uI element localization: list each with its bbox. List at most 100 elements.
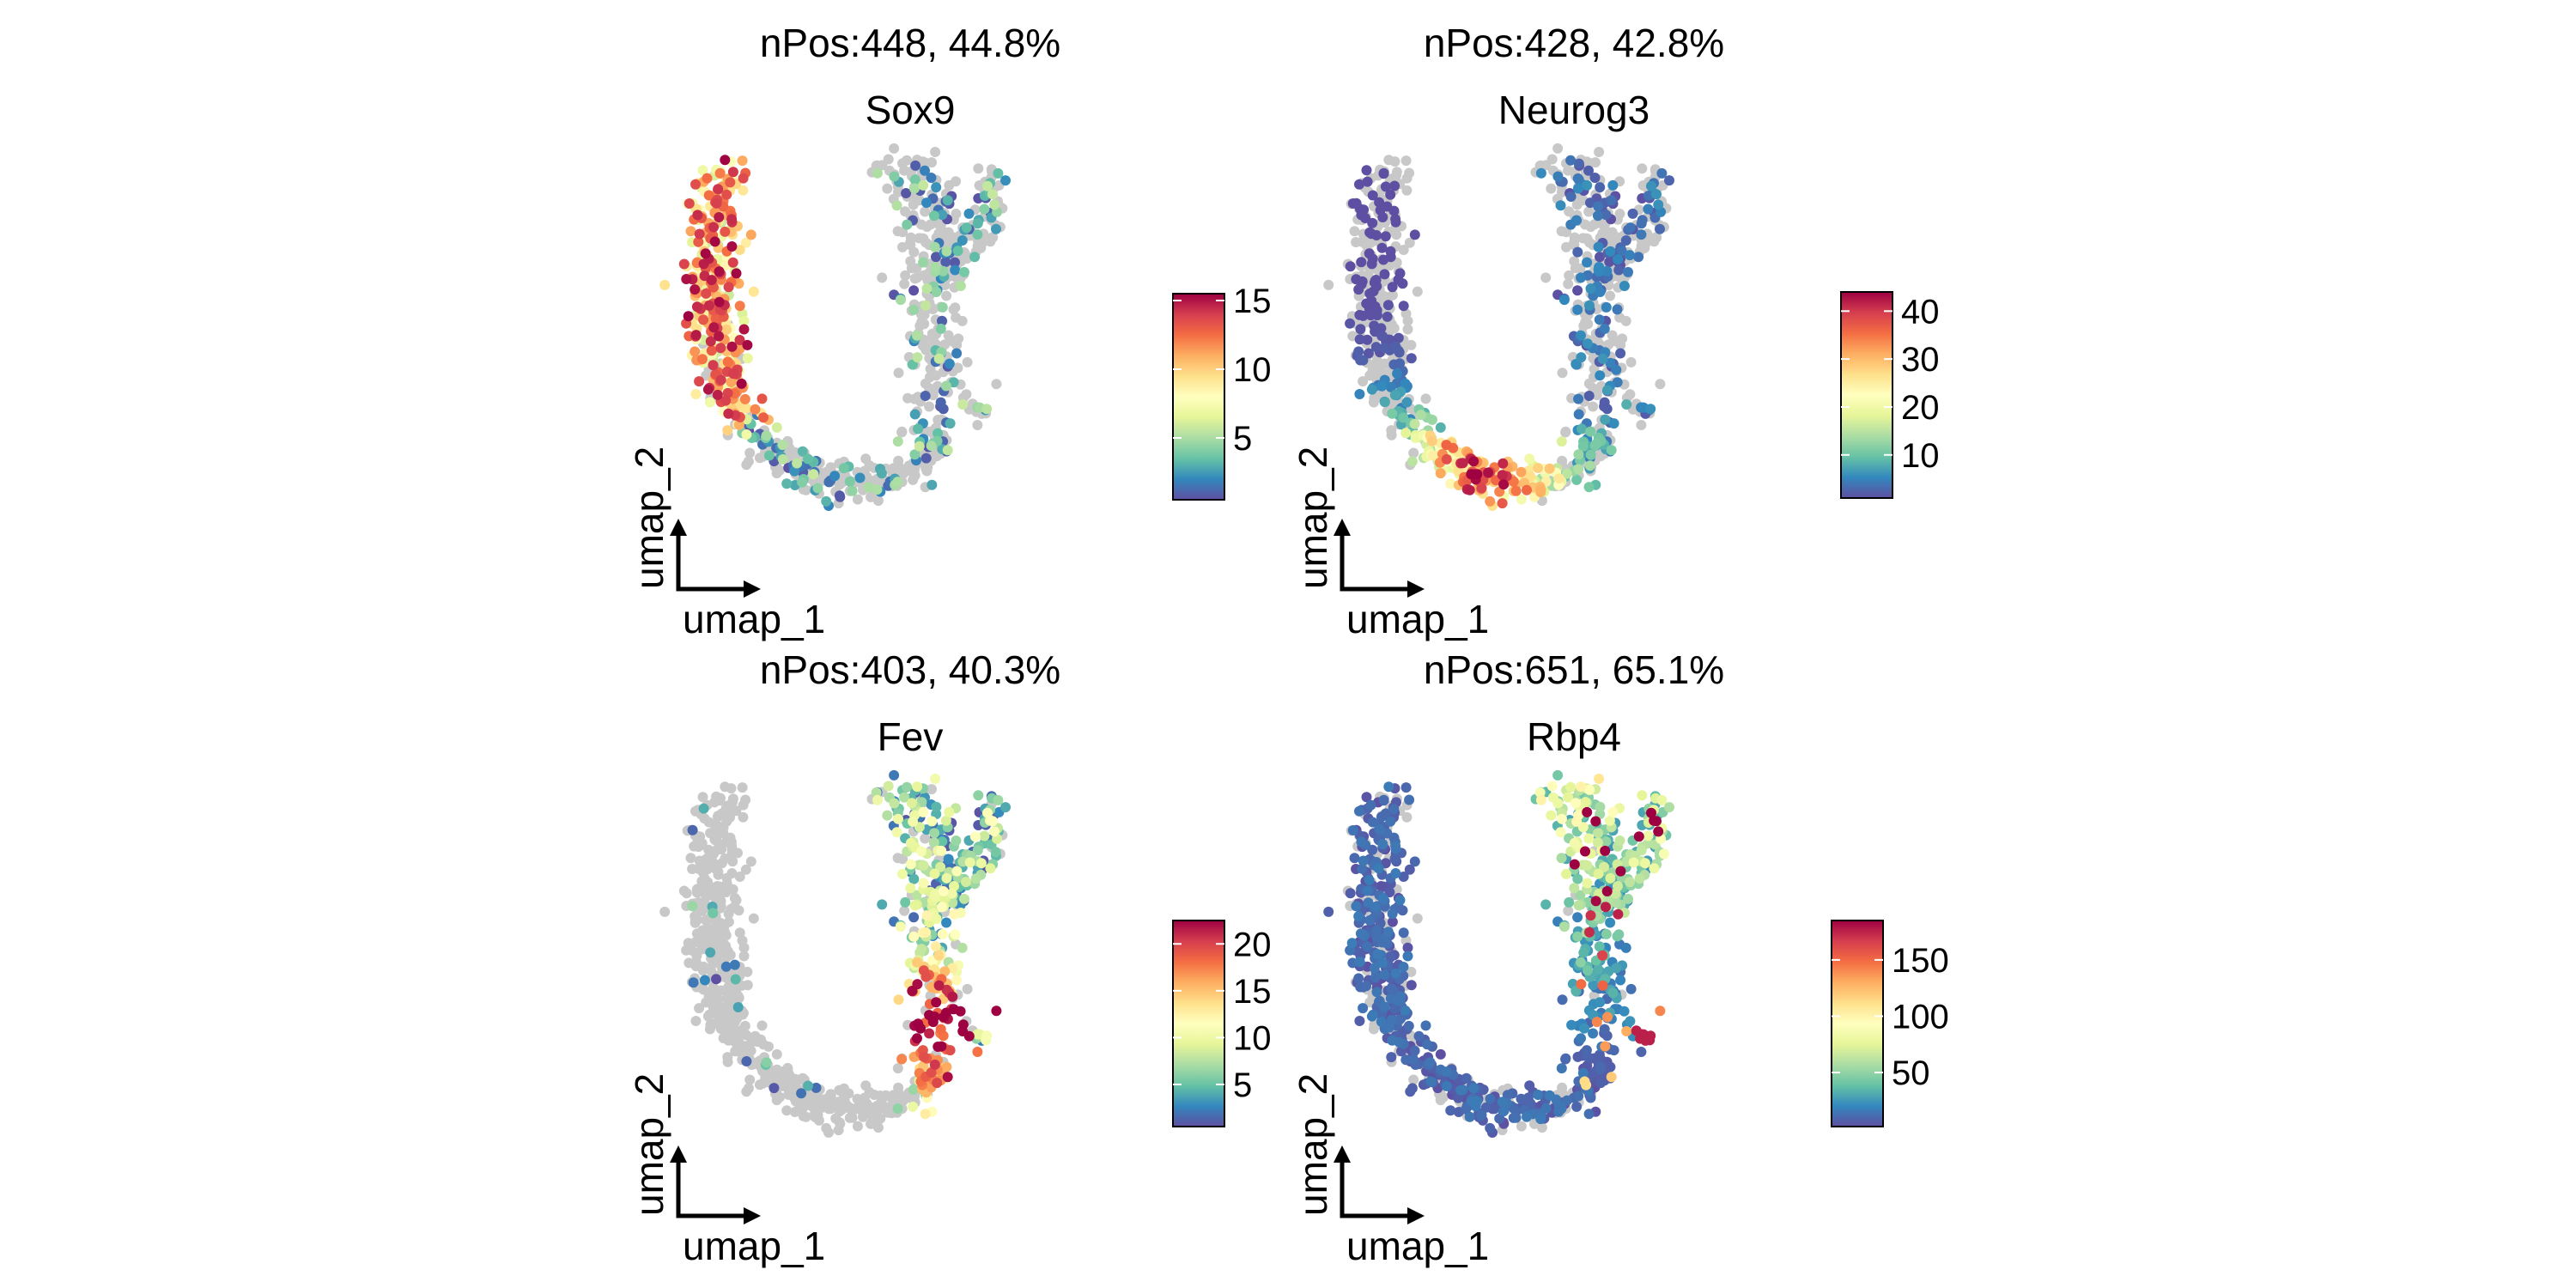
cell-point — [1345, 318, 1356, 329]
cell-point — [694, 376, 705, 387]
cell-point — [909, 449, 920, 460]
cell-point — [941, 917, 952, 928]
scatter-points — [659, 769, 1011, 1138]
cell-point — [1425, 1057, 1436, 1068]
cell-point — [1555, 827, 1566, 838]
cell-point — [1508, 476, 1519, 487]
cell-point — [921, 283, 933, 295]
cell-point — [928, 837, 939, 848]
cell-point — [1461, 1103, 1472, 1115]
cell-point — [939, 1012, 949, 1023]
cell-point — [821, 495, 832, 507]
cell-point — [1573, 393, 1584, 404]
cell-point-negative — [872, 1111, 883, 1122]
cell-point — [1416, 410, 1426, 421]
cell-point — [1498, 458, 1509, 469]
cell-point — [1361, 981, 1371, 992]
cell-point — [908, 873, 920, 884]
cell-point — [729, 959, 740, 970]
cell-point-negative — [1402, 315, 1413, 326]
colorbar-tick-label: 15 — [1233, 283, 1272, 320]
cell-point — [897, 868, 908, 879]
cell-point — [756, 393, 768, 404]
cell-point — [1581, 1045, 1592, 1056]
cell-point — [959, 893, 969, 904]
cell-point — [685, 226, 696, 237]
cell-point — [789, 465, 800, 477]
cell-point — [1370, 972, 1381, 983]
cell-point-negative — [694, 1003, 705, 1014]
cell-point — [1583, 833, 1595, 844]
cell-point-negative — [685, 853, 696, 864]
cell-point — [1576, 272, 1586, 283]
cell-point — [1366, 258, 1377, 270]
cell-point-negative — [987, 232, 998, 243]
cell-point — [1649, 815, 1660, 826]
cell-point — [1369, 963, 1380, 974]
cell-point — [1565, 781, 1577, 793]
cell-point — [1516, 466, 1527, 477]
colorbar-tick-label: 40 — [1901, 293, 1940, 331]
cell-point — [1445, 1105, 1456, 1116]
cell-point — [1400, 1005, 1411, 1016]
cell-point-negative — [833, 1125, 844, 1136]
cell-point-negative — [1581, 156, 1592, 167]
cell-point-negative — [714, 894, 725, 905]
cell-point — [1584, 300, 1595, 311]
cell-point — [872, 484, 883, 495]
colorbar-ticks: 10 20 30 40 — [1841, 293, 1940, 475]
colorbar-gradient — [1172, 920, 1225, 1127]
cell-point-negative — [702, 855, 714, 866]
cell-point — [1593, 964, 1604, 975]
cell-point — [1604, 257, 1615, 267]
cell-point-negative — [1402, 324, 1413, 335]
colorbar-tick-label: 100 — [1892, 998, 1949, 1036]
cell-point — [1400, 782, 1412, 793]
cell-point — [1579, 1076, 1590, 1087]
cell-point — [1573, 900, 1584, 911]
cell-point — [1468, 456, 1479, 467]
cell-point — [1409, 229, 1420, 240]
panel-title: Neurog3 — [1498, 88, 1649, 132]
cell-point — [708, 222, 719, 233]
cell-point — [1398, 927, 1409, 939]
cell-point — [1592, 210, 1603, 222]
cell-point-negative — [833, 1097, 844, 1108]
cell-point — [738, 324, 750, 335]
cell-point — [1355, 355, 1366, 366]
cell-point — [1422, 1039, 1432, 1050]
cell-point — [942, 195, 953, 206]
cell-point-negative — [899, 905, 910, 916]
panel-stat: nPos:428, 42.8% — [1424, 21, 1724, 65]
cell-point — [1402, 951, 1413, 962]
cell-point — [1573, 449, 1584, 460]
cell-point-negative — [756, 1020, 768, 1031]
cell-point — [909, 183, 920, 194]
cell-point — [908, 931, 920, 942]
cell-point — [1594, 314, 1605, 325]
cell-point — [1565, 191, 1577, 202]
cell-point — [1400, 428, 1412, 439]
cell-point-negative — [689, 841, 700, 852]
cell-point — [803, 1080, 813, 1091]
cell-point-negative — [919, 270, 929, 281]
cell-point — [691, 301, 702, 313]
x-axis-label: umap_1 — [683, 597, 825, 641]
cell-point — [1387, 408, 1398, 419]
cell-point — [1575, 890, 1586, 901]
cell-point — [929, 868, 940, 879]
cell-point — [929, 1059, 940, 1070]
cell-point-negative — [742, 980, 753, 991]
cell-point — [777, 440, 788, 451]
cell-point — [741, 429, 752, 440]
cell-point-negative — [877, 272, 888, 283]
cell-point-negative — [787, 1087, 799, 1098]
cell-point — [1576, 352, 1587, 363]
cell-point — [1371, 925, 1382, 936]
cell-point-negative — [893, 368, 904, 379]
cell-point-negative — [690, 917, 701, 928]
cell-point — [708, 360, 719, 371]
cell-point — [1655, 223, 1665, 234]
axis-x-arrowhead — [1407, 1207, 1425, 1224]
cell-point — [1606, 445, 1617, 456]
